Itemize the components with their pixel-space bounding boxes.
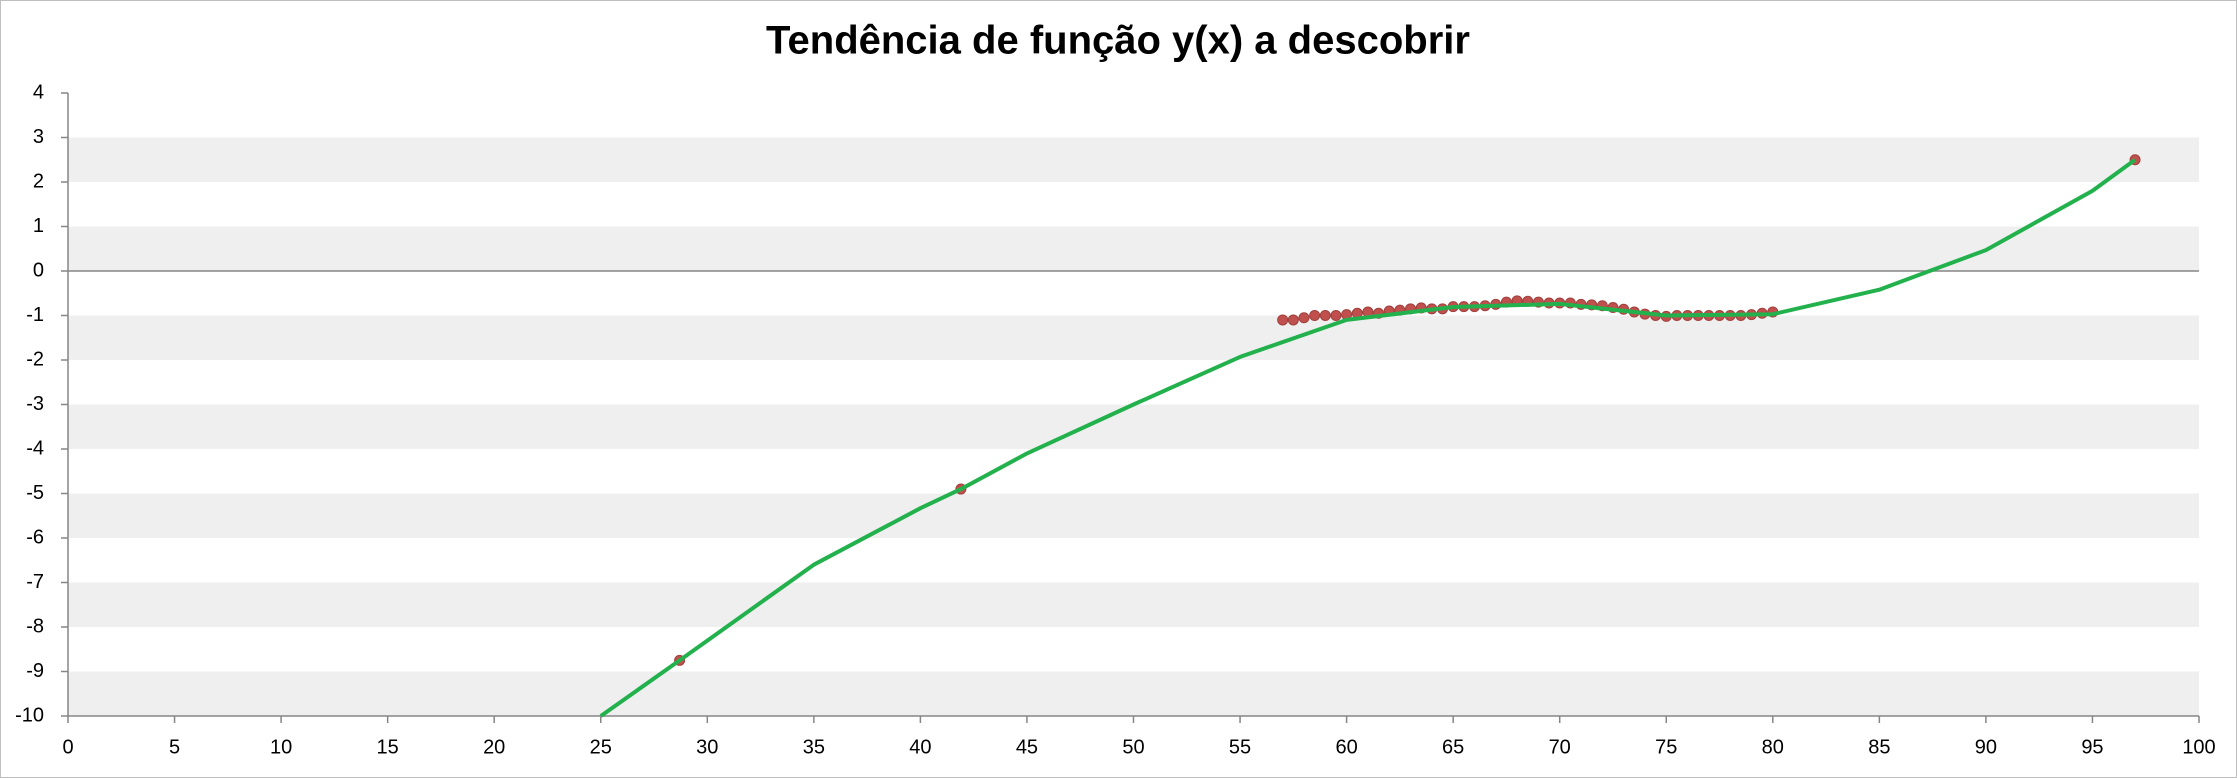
chart-title: Tendência de função y(x) a descobrir [766, 19, 1470, 63]
data-point [1319, 310, 1331, 321]
x-tick-label: 30 [696, 736, 718, 758]
y-tick-label: -10 [15, 704, 44, 726]
x-tick-label: 40 [909, 736, 931, 758]
x-tick-label: 35 [803, 736, 825, 758]
y-tick-label: -3 [26, 393, 44, 415]
x-tick-label: 70 [1549, 736, 1571, 758]
data-point [1287, 314, 1299, 326]
y-tick-label: 0 [33, 259, 44, 281]
y-tick-label: -7 [26, 571, 44, 593]
y-tick-label: 4 [33, 81, 44, 103]
x-tick-label: 75 [1655, 736, 1677, 758]
data-point [1277, 314, 1289, 326]
y-tick-label: -5 [26, 482, 44, 504]
y-tick-label: -8 [26, 615, 44, 637]
y-tick-label: 3 [33, 126, 44, 148]
y-tick-label: -4 [26, 437, 44, 459]
grid-band [68, 582, 2199, 627]
x-tick-label: 85 [1868, 736, 1890, 758]
x-tick-label: 10 [270, 736, 292, 758]
x-tick-label: 45 [1016, 736, 1038, 758]
y-tick-label: 2 [33, 170, 44, 192]
grid-band [68, 493, 2199, 538]
x-tick-label: 15 [377, 736, 399, 758]
grid-band [68, 137, 2199, 182]
y-tick-label: -9 [26, 660, 44, 682]
trend-line [599, 158, 2137, 718]
grid-band [68, 404, 2199, 449]
grid-band [68, 315, 2199, 360]
data-point [1309, 310, 1321, 321]
y-tick-label: -6 [26, 526, 44, 548]
grid-band [68, 226, 2199, 271]
data-point [1298, 312, 1310, 324]
x-tick-label: 80 [1762, 736, 1784, 758]
x-tick-label: 0 [62, 736, 73, 758]
x-tick-label: 60 [1335, 736, 1357, 758]
data-point [1330, 310, 1342, 321]
x-tick-label: 25 [590, 736, 612, 758]
x-tick-label: 55 [1229, 736, 1251, 758]
y-tick-label: -1 [26, 304, 44, 326]
x-tick-label: 95 [2081, 736, 2103, 758]
y-tick-label: -2 [26, 348, 44, 370]
x-tick-label: 65 [1442, 736, 1464, 758]
grid-band [68, 671, 2199, 716]
x-tick-label: 5 [169, 736, 180, 758]
x-tick-label: 50 [1122, 736, 1144, 758]
y-tick-label: 1 [33, 215, 44, 237]
x-tick-label: 20 [483, 736, 505, 758]
x-tick-label: 100 [2182, 736, 2215, 758]
x-tick-label: 90 [1975, 736, 1997, 758]
